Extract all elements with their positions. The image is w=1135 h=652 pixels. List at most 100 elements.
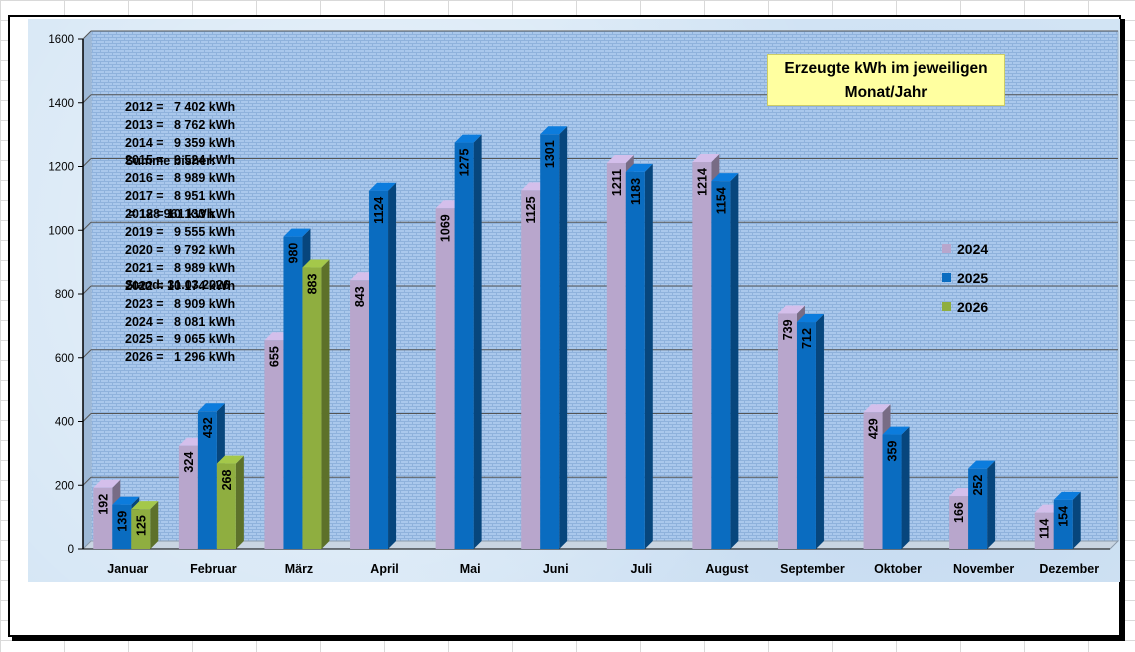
bar-2025-August — [711, 181, 731, 549]
x-tick-label: Juli — [631, 562, 653, 576]
bar-chart: 0 200 400 600 800 1000 1200 1400 1600 192 139 125 Ja… — [48, 30, 1120, 576]
sum-value: = 128 961 kWh — [125, 207, 215, 222]
data-label: 1275 — [458, 149, 472, 177]
bar-2024-Januar — [93, 487, 113, 549]
bar-2025-Juli — [625, 171, 645, 549]
yearly-total-item: 2016 = 8 989 kWh — [125, 171, 236, 186]
legend-item-2025: 2025 — [942, 263, 988, 292]
x-tick-label: Dezember — [1039, 562, 1099, 576]
legend-swatch-2026 — [942, 302, 951, 311]
bar-top — [93, 479, 121, 488]
data-label: 268 — [220, 470, 234, 491]
bar-2024-Mai — [435, 208, 455, 549]
bar-2026-Februar — [216, 463, 236, 549]
bar-top — [131, 501, 159, 510]
chart-area: 0 200 400 600 800 1000 1200 1400 1600 192 139 125 Ja… — [28, 19, 1120, 582]
bar-top — [606, 154, 634, 163]
bar-side — [388, 182, 397, 549]
bar-2024-April — [350, 280, 370, 549]
bar-top — [454, 134, 482, 143]
yearly-total-item: 2020 = 9 792 kWh — [125, 242, 236, 257]
legend-swatch-2024 — [942, 244, 951, 253]
bar-top — [777, 305, 805, 314]
data-label: 1069 — [439, 214, 453, 242]
data-label: 359 — [886, 441, 900, 462]
x-tick-label: Februar — [190, 562, 237, 576]
y-tick-label: 1000 — [48, 225, 74, 237]
data-label: 1211 — [610, 169, 624, 196]
x-tick-label: Oktober — [874, 562, 922, 576]
y-tick-label: 0 — [68, 544, 74, 556]
sum-label: Summe bisher: — [125, 153, 216, 168]
data-label: 432 — [201, 417, 215, 438]
x-tick-label: Juni — [543, 562, 569, 576]
bar-2024-November — [949, 496, 969, 549]
bar-top — [112, 496, 140, 505]
bar-side — [235, 455, 244, 549]
x-tick-label: April — [370, 562, 398, 576]
yearly-total-item: 2024 = 8 081 kWh — [125, 314, 236, 329]
bar-top — [197, 403, 225, 412]
legend-item-2024: 2024 — [942, 234, 988, 263]
data-label: 429 — [867, 418, 881, 439]
stand-date: Stand: 31.03.2026 — [125, 277, 230, 292]
bar-top — [1053, 491, 1081, 500]
data-label: 1154 — [714, 187, 728, 214]
data-label: 166 — [952, 502, 966, 523]
bar-top — [711, 173, 739, 182]
bar-2026-März — [302, 267, 322, 549]
bar-side — [559, 126, 568, 550]
x-tick-label: September — [780, 562, 845, 576]
bar-2025-April — [369, 190, 389, 549]
yearly-total-item: 2019 = 9 555 kWh — [125, 225, 236, 240]
yearly-totals-list: 2012 = 7 402 kWh 2013 = 8 762 kWh 2014 = 9… — [125, 99, 235, 364]
bar-top — [968, 460, 996, 469]
bar-top — [692, 154, 720, 163]
x-tick-label: November — [953, 562, 1014, 576]
bar-side — [815, 314, 824, 549]
bar-side — [1072, 491, 1081, 549]
bar-top — [540, 126, 568, 135]
bar-top — [882, 426, 910, 435]
bar-2024-August — [692, 162, 712, 549]
data-label: 655 — [267, 346, 281, 367]
bar-top — [863, 404, 891, 413]
y-tick-label: 400 — [55, 417, 74, 429]
bar-side — [644, 163, 653, 549]
bar-2025-Januar — [112, 504, 132, 549]
bar-top — [302, 259, 330, 268]
bar-side — [987, 460, 996, 549]
x-tick-label: März — [285, 562, 313, 576]
bar-2026-Januar — [131, 509, 151, 549]
data-label: 154 — [1057, 506, 1071, 527]
bar-2025-November — [968, 468, 988, 549]
yearly-total-item: 2013 = 8 762 kWh — [125, 117, 236, 132]
data-label: 1183 — [629, 178, 643, 205]
gridline-side — [82, 30, 92, 40]
data-label: 125 — [134, 515, 148, 536]
data-label: 324 — [182, 452, 196, 473]
gridline-side — [82, 413, 92, 422]
gridline-side — [82, 349, 92, 359]
bar-2025-Februar — [197, 411, 217, 549]
bar-top — [796, 314, 824, 323]
bar-2025-Mai — [454, 142, 474, 549]
chart-frame[interactable]: 0 200 400 600 800 1000 1200 1400 1600 192 139 125 Ja… — [8, 15, 1121, 637]
yearly-total-item: 2014 = 9 359 kWh — [125, 135, 236, 150]
gridline-side — [82, 158, 92, 167]
bar-side — [150, 501, 159, 549]
yearly-total-item: 2018 = 10 133 kWh — [125, 207, 236, 222]
data-label: 192 — [96, 494, 110, 515]
bar-side — [901, 426, 910, 549]
x-tick-label: Mai — [460, 562, 481, 576]
bar-2025-September — [796, 322, 816, 549]
legend-label-2025: 2025 — [957, 269, 989, 286]
bar-2024-Juli — [606, 162, 626, 549]
bar-side — [730, 173, 739, 549]
y-tick-label: 1600 — [48, 34, 74, 46]
data-label: 980 — [286, 243, 300, 264]
chart-title-line-2: Monat/Jahr — [844, 84, 928, 101]
chart-legend: 2024 2025 2026 — [942, 234, 988, 321]
gridline-side — [82, 94, 92, 104]
data-label: 252 — [971, 475, 985, 496]
